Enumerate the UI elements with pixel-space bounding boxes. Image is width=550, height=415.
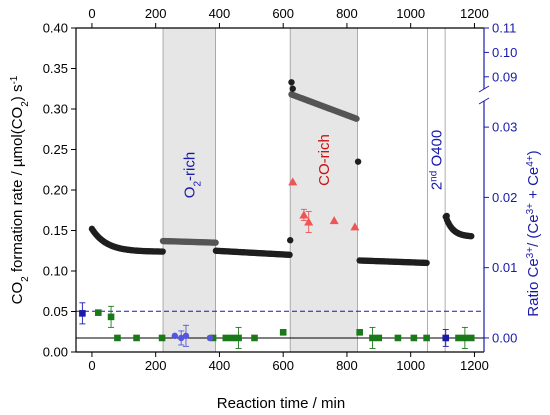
y2-tick-label: 0.02 bbox=[492, 190, 517, 205]
data-point bbox=[442, 334, 450, 342]
data-point bbox=[369, 334, 376, 342]
data-point bbox=[304, 217, 314, 226]
axis-break-mark bbox=[478, 97, 490, 105]
data-point bbox=[158, 334, 166, 342]
data-point bbox=[329, 216, 339, 225]
highlight-regions: O2-rich CO-rich 2nd O400 bbox=[162, 27, 446, 353]
region-label: 2nd O400 bbox=[428, 130, 446, 190]
y-tick-label: 0.00 bbox=[43, 345, 68, 360]
data-point bbox=[287, 237, 294, 244]
data-point bbox=[350, 222, 360, 231]
y-tick-label: 0.10 bbox=[43, 264, 68, 279]
data-point bbox=[159, 248, 166, 255]
y2-tick-label: 0.10 bbox=[492, 45, 517, 60]
data-point bbox=[177, 334, 185, 342]
data-point bbox=[212, 239, 219, 246]
x-tick-label: 400 bbox=[209, 358, 231, 373]
axis-break-mark bbox=[478, 85, 490, 93]
y-tick-label: 0.05 bbox=[43, 304, 68, 319]
data-point bbox=[353, 115, 360, 122]
data-point bbox=[228, 334, 236, 342]
x-tick-label: 800 bbox=[336, 358, 358, 373]
y2-axis-title: Ratio Ce3+/ (Ce3+ + Ce4+) bbox=[525, 150, 543, 316]
data-point bbox=[288, 79, 295, 86]
region-band bbox=[162, 27, 217, 353]
y2-tick-label: 0.01 bbox=[492, 260, 517, 275]
y2-tick-label: 0.03 bbox=[492, 120, 517, 135]
data-point bbox=[206, 334, 214, 342]
data-point bbox=[443, 212, 450, 220]
axes: 0 0 200 200 400 400 600 600 800 800 1000 1000 1200 12… bbox=[43, 6, 518, 373]
y-tick-label: 0.15 bbox=[43, 223, 68, 238]
region-label: O2-rich bbox=[181, 152, 203, 198]
data-point bbox=[375, 334, 383, 342]
axis-labels: Reaction time / min CO2 formation rate /… bbox=[9, 75, 543, 412]
data-point bbox=[235, 334, 242, 342]
y2-tick-label: 0.11 bbox=[492, 21, 516, 36]
y2-tick-label: 0.00 bbox=[492, 330, 517, 345]
y-tick-label: 0.30 bbox=[43, 102, 68, 117]
data-point bbox=[423, 334, 430, 342]
data-point bbox=[79, 310, 86, 317]
x-top-tick-label: 200 bbox=[145, 6, 167, 21]
y-tick-label: 0.25 bbox=[43, 142, 68, 157]
data-point bbox=[279, 329, 287, 336]
data-point bbox=[222, 334, 230, 342]
data-point bbox=[182, 332, 190, 340]
data-point bbox=[299, 210, 309, 219]
data-point bbox=[133, 334, 140, 342]
x-tick-label: 1200 bbox=[460, 358, 489, 373]
x-top-tick-label: 400 bbox=[209, 6, 231, 21]
x-tick-label: 200 bbox=[145, 358, 167, 373]
y2-tick-label: 0.09 bbox=[492, 69, 517, 84]
region-band bbox=[289, 27, 358, 353]
y-tick-label: 0.35 bbox=[43, 61, 68, 76]
x-top-tick-label: 0 bbox=[88, 6, 95, 21]
data-point bbox=[251, 334, 258, 342]
reference-lines bbox=[76, 28, 484, 352]
y-tick-label: 0.20 bbox=[43, 183, 68, 198]
data-point bbox=[423, 259, 430, 267]
data-point bbox=[356, 329, 363, 336]
x-tick-label: 0 bbox=[88, 358, 95, 373]
data-point bbox=[286, 251, 293, 258]
x-axis-title: Reaction time / min bbox=[217, 395, 345, 412]
data-point bbox=[461, 334, 469, 342]
x-top-tick-label: 1200 bbox=[460, 6, 489, 21]
y-tick-label: 0.40 bbox=[43, 21, 68, 36]
region-label: CO-rich bbox=[316, 134, 333, 186]
x-tick-label: 600 bbox=[272, 358, 294, 373]
data-point bbox=[107, 313, 115, 321]
x-top-tick-label: 1000 bbox=[396, 6, 425, 21]
x-top-tick-label: 800 bbox=[336, 6, 358, 21]
data-point bbox=[468, 232, 475, 240]
data-point bbox=[354, 158, 362, 165]
data-point bbox=[410, 334, 418, 342]
data-point bbox=[289, 85, 296, 92]
data-point bbox=[95, 309, 102, 316]
data-point bbox=[467, 334, 475, 342]
y-axis-title: CO2 formation rate / µmol(CO2) s-1 bbox=[9, 75, 31, 304]
x-top-tick-label: 600 bbox=[272, 6, 294, 21]
x-tick-label: 1000 bbox=[396, 358, 425, 373]
data-point bbox=[394, 334, 402, 342]
data-point bbox=[455, 334, 462, 342]
data-point bbox=[288, 177, 298, 186]
data-point bbox=[114, 334, 121, 342]
data-points bbox=[79, 79, 475, 349]
data-point bbox=[171, 332, 179, 340]
